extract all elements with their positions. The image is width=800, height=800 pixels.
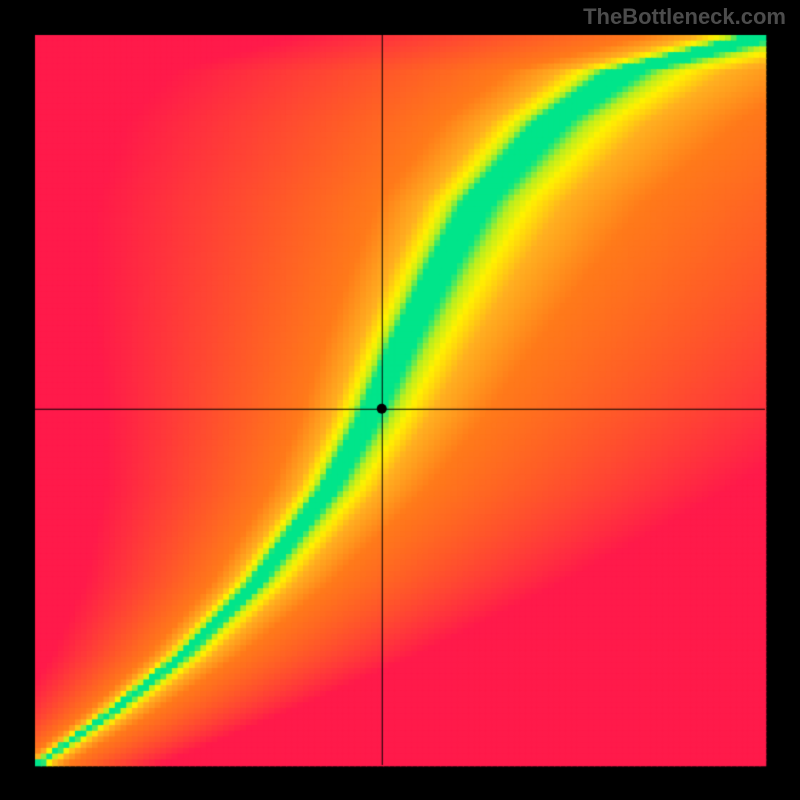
attribution-text: TheBottleneck.com: [583, 4, 786, 30]
bottleneck-heatmap: [0, 0, 800, 800]
chart-container: { "attribution": { "text": "TheBottlenec…: [0, 0, 800, 800]
